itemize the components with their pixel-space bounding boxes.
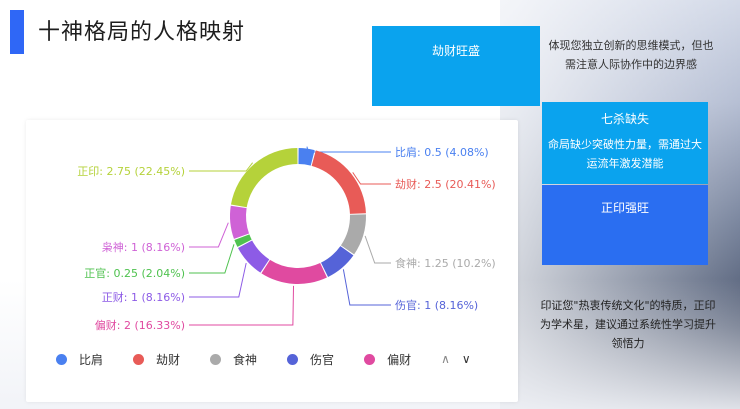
legend-item-2[interactable]: 劫财	[133, 351, 180, 368]
panel-zhengyin-title: 正印强旺	[600, 201, 649, 215]
title-accent-bar	[10, 10, 24, 54]
panel-jiecai-title: 劫财旺盛	[431, 44, 480, 58]
donut-slice-6[interactable]	[237, 240, 270, 273]
slice-label-4: 伤官: 1 (8.16%)	[395, 298, 478, 312]
panel-qisha-description: 命局缺少突破性力量，需通过大运流年激发潜能	[548, 138, 702, 170]
slice-label-1: 比肩: 0.5 (4.08%)	[395, 145, 489, 159]
donut-slice-1[interactable]	[298, 148, 315, 166]
legend-dot	[56, 353, 67, 365]
panel-qisha: 七杀缺失 命局缺少突破性力量，需通过大运流年激发潜能	[542, 102, 708, 184]
donut-slice-5[interactable]	[261, 259, 327, 284]
slice-label-7: 正官: 0.25 (2.04%)	[84, 266, 185, 280]
slice-label-8: 枭神: 1 (8.16%)	[102, 240, 185, 254]
leader-line-6	[189, 262, 247, 298]
leader-line-3	[364, 235, 391, 264]
donut-slice-4[interactable]	[320, 246, 354, 277]
donut-slice-7[interactable]	[234, 234, 252, 247]
leader-line-1	[306, 146, 391, 153]
legend-item-4[interactable]: 伤官	[287, 351, 334, 368]
slice-label-3: 食神: 1.25 (10.2%)	[395, 256, 496, 270]
chevron-down-icon[interactable]: ∨	[461, 352, 471, 366]
slice-label-2: 劫财: 2.5 (20.41%)	[395, 177, 496, 191]
leader-line-4	[342, 269, 391, 306]
legend-item-5[interactable]: 偏财	[364, 351, 411, 368]
leader-line-2	[352, 172, 391, 185]
legend-label: 偏财	[387, 352, 412, 367]
slice-label-5: 偏财: 2 (16.33%)	[95, 318, 185, 332]
legend-dot	[287, 353, 299, 365]
panel-zhengyin-description: 印证您"热衷传统文化"的特质，正印为学术星，建议通过系统性学习提升领悟力	[540, 299, 716, 350]
legend-dot	[364, 353, 376, 365]
legend-label: 劫财	[156, 352, 181, 367]
leader-line-9	[189, 162, 254, 172]
panel-zhengyin: 正印强旺	[542, 185, 708, 265]
donut-slice-8[interactable]	[230, 205, 250, 239]
leader-line-8	[189, 222, 229, 248]
chevron-up-icon[interactable]: ∧	[441, 352, 450, 366]
slice-label-9: 正印: 2.75 (22.45%)	[77, 165, 185, 178]
legend-dot	[210, 353, 222, 365]
legend-item-1[interactable]: 比肩	[56, 351, 103, 368]
legend-dot	[133, 353, 145, 365]
legend-label: 比肩	[79, 352, 104, 367]
donut-slice-2[interactable]	[311, 150, 366, 214]
chart-card: 比肩: 0.5 (4.08%) 劫财: 2.5 (20.41%) 食神: 1.25 …	[26, 120, 518, 402]
donut-chart: 比肩: 0.5 (4.08%) 劫财: 2.5 (20.41%) 食神: 1.25 …	[77, 145, 496, 332]
legend-item-3[interactable]: 食神	[210, 351, 257, 368]
panel-jiecai-description: 体现您独立创新的思维模式，但也需注意人际协作中的边界感	[548, 39, 714, 71]
donut-slice-3[interactable]	[340, 214, 367, 255]
donut-slice-9[interactable]	[230, 148, 298, 208]
chart-legend: 比肩 劫财 食神 伤官 偏财 ∧ ∨	[56, 348, 477, 370]
legend-label: 伤官	[310, 352, 335, 367]
legend-pager: ∧ ∨	[435, 352, 477, 366]
panel-jiecai: 劫财旺盛	[372, 26, 540, 106]
legend-label: 食神	[233, 352, 258, 367]
panel-qisha-title: 七杀缺失	[600, 112, 649, 126]
leader-line-7	[189, 244, 235, 274]
leader-line-5	[189, 285, 295, 326]
page-title: 十神格局的人格映射	[38, 20, 246, 45]
slice-label-6: 正财: 1 (8.16%)	[102, 290, 185, 304]
